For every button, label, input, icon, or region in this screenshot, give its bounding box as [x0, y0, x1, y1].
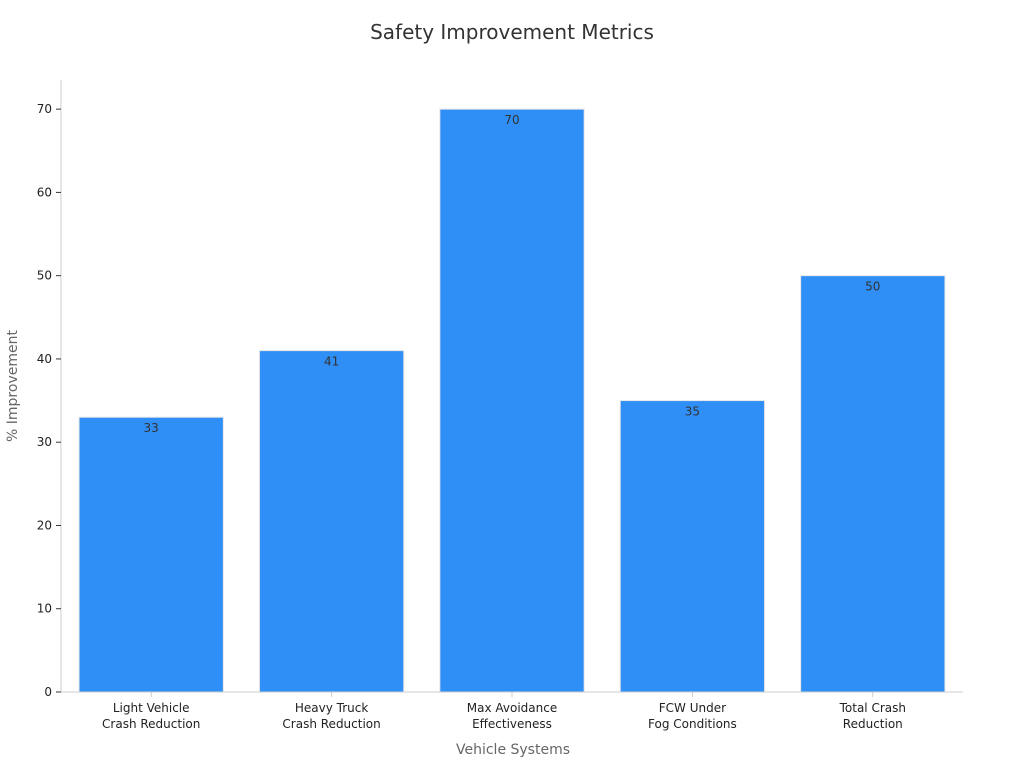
bar-3 — [439, 108, 585, 693]
data-label-5: 50 — [865, 280, 880, 294]
x-tick-label-line: Total Crash — [839, 701, 906, 715]
x-tick-label-5: Total Crash Reduction — [839, 701, 906, 731]
chart-title: Safety Improvement Metrics — [370, 20, 654, 44]
data-label-2: 41 — [324, 355, 339, 369]
data-label-1: 33 — [144, 421, 159, 435]
bar-4 — [619, 400, 766, 693]
x-tick-label-line: FCW Under — [659, 701, 726, 715]
bars-layer — [78, 108, 946, 693]
x-tick-label-4: FCW Under Fog Conditions — [648, 701, 737, 731]
y-tick-label-70: 70 — [37, 102, 52, 116]
x-tick-label-line: Light Vehicle — [113, 701, 190, 715]
axes-layer — [56, 80, 963, 697]
x-tick-label-line: Heavy Truck — [295, 701, 368, 715]
y-tick-label-50: 50 — [37, 269, 52, 283]
x-tick-label-line: Fog Conditions — [648, 717, 737, 731]
y-axis-label: % Improvement — [5, 330, 21, 442]
x-tick-label-line: Effectiveness — [472, 717, 552, 731]
x-tick-label-1: Light Vehicle Crash Reduction — [102, 701, 200, 731]
y-tick-label-60: 60 — [37, 185, 52, 199]
x-tick-label-2: Heavy Truck Crash Reduction — [282, 701, 380, 731]
y-tick-label-10: 10 — [37, 602, 52, 616]
x-axis-label: Vehicle Systems — [455, 742, 571, 758]
x-tick-label-line: Crash Reduction — [282, 717, 380, 731]
y-tick-label-30: 30 — [37, 435, 52, 449]
x-tick-label-line: Max Avoidance — [467, 701, 557, 715]
y-tick-label-20: 20 — [37, 518, 52, 532]
bar-5 — [800, 275, 946, 693]
bar-2 — [258, 350, 405, 693]
y-tick-label-0: 0 — [44, 685, 52, 699]
x-tick-label-3: Max Avoidance Effectiveness — [467, 701, 557, 731]
bar-1 — [78, 416, 224, 693]
data-label-3: 70 — [504, 113, 519, 127]
data-label-4: 35 — [685, 405, 700, 419]
y-tick-label-40: 40 — [37, 352, 52, 366]
labels-layer: 33 Light Vehicle Crash Reduction 41 Heavy Tr… — [37, 102, 906, 731]
x-tick-label-line: Reduction — [843, 717, 903, 731]
x-tick-label-line: Crash Reduction — [102, 717, 200, 731]
